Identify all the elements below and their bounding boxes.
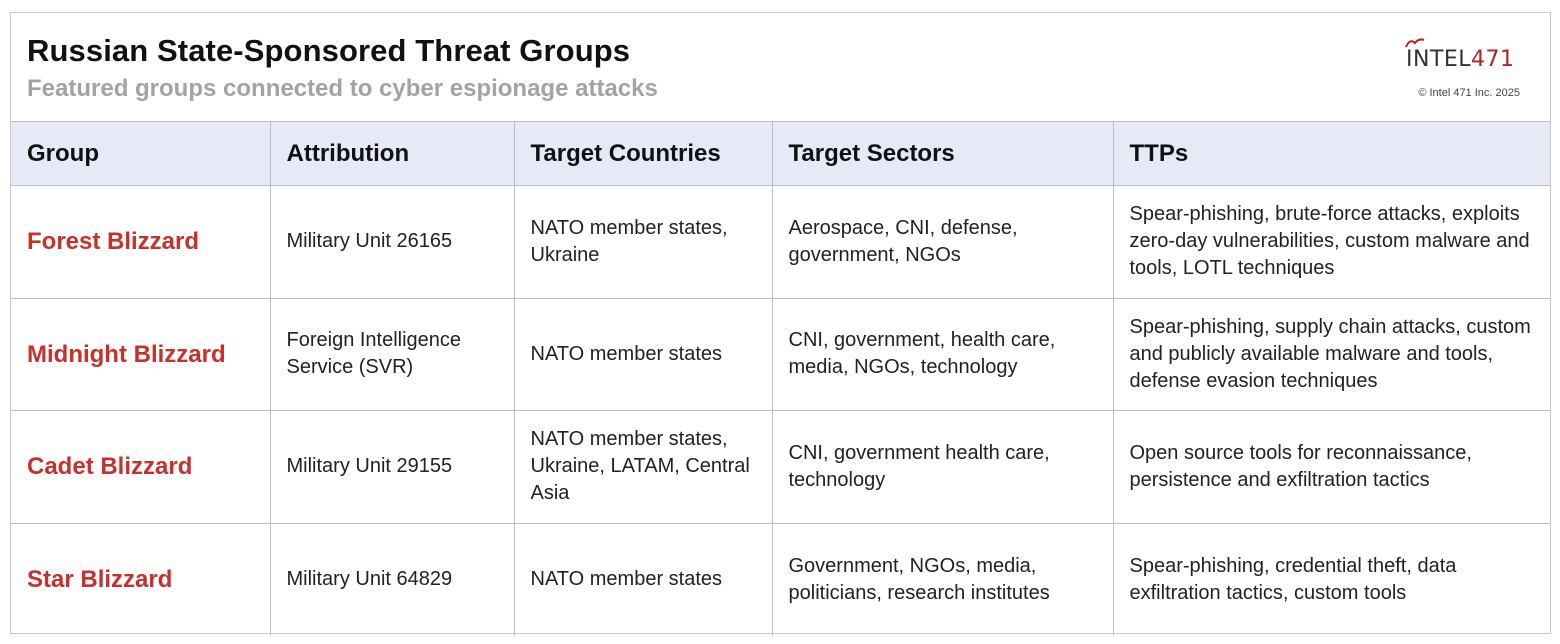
column-header-target-sectors: Target Sectors [771,121,1114,186]
target-countries-cell: NATO member states [513,522,773,636]
logo-name-right: 471 [1471,47,1515,72]
target-sectors-cell: CNI, government, health care, media, NGO… [771,297,1114,411]
column-header-ttps: TTPs [1112,121,1550,186]
target-sectors-cell: Aerospace, CNI, defense, government, NGO… [771,185,1114,299]
table-row: Cadet Blizzard Military Unit 29155 NATO … [11,410,1550,524]
ttps-cell: Open source tools for reconnaissance, pe… [1112,410,1550,524]
group-name: Midnight Blizzard [11,297,271,411]
table-row: Midnight Blizzard Foreign Intelligence S… [11,297,1550,411]
logo-wordmark: INTEL471 [1405,38,1515,72]
attribution-cell: Foreign Intelligence Service (SVR) [269,297,515,411]
infographic-frame: Russian State-Sponsored Threat Groups Fe… [10,12,1551,636]
column-header-attribution: Attribution [269,121,515,186]
ttps-cell: Spear-phishing, brute-force attacks, exp… [1112,185,1550,299]
target-sectors-cell: Government, NGOs, media, politicians, re… [771,522,1114,636]
threat-groups-table: Group Attribution Target Countries Targe… [11,121,1550,636]
header: Russian State-Sponsored Threat Groups Fe… [11,13,1550,121]
attribution-cell: Military Unit 64829 [269,522,515,636]
intel471-logo: INTEL471 © Intel 471 Inc. 2025 [1394,38,1524,107]
attribution-cell: Military Unit 26165 [269,185,515,299]
target-sectors-cell: CNI, government health care, technology [771,410,1114,524]
target-countries-cell: NATO member states, Ukraine [513,185,773,299]
table-row: Star Blizzard Military Unit 64829 NATO m… [11,522,1550,636]
target-countries-cell: NATO member states [513,297,773,411]
target-countries-cell: NATO member states, Ukraine, LATAM, Cent… [513,410,773,524]
owl-icon [1405,38,1425,48]
page-subtitle: Featured groups connected to cyber espio… [27,75,658,102]
ttps-cell: Spear-phishing, credential theft, data e… [1112,522,1550,636]
ttps-cell: Spear-phishing, supply chain attacks, cu… [1112,297,1550,411]
table-row: Forest Blizzard Military Unit 26165 NATO… [11,185,1550,299]
group-name: Cadet Blizzard [11,410,271,524]
group-name: Forest Blizzard [11,185,271,299]
attribution-cell: Military Unit 29155 [269,410,515,524]
column-header-target-countries: Target Countries [513,121,773,186]
column-header-group: Group [11,121,271,186]
page-title: Russian State-Sponsored Threat Groups [27,33,631,68]
logo-name-left: INTEL [1406,47,1472,72]
group-name: Star Blizzard [11,522,271,636]
table-header-row: Group Attribution Target Countries Targe… [11,121,1550,186]
copyright-text: © Intel 471 Inc. 2025 [1418,87,1520,99]
